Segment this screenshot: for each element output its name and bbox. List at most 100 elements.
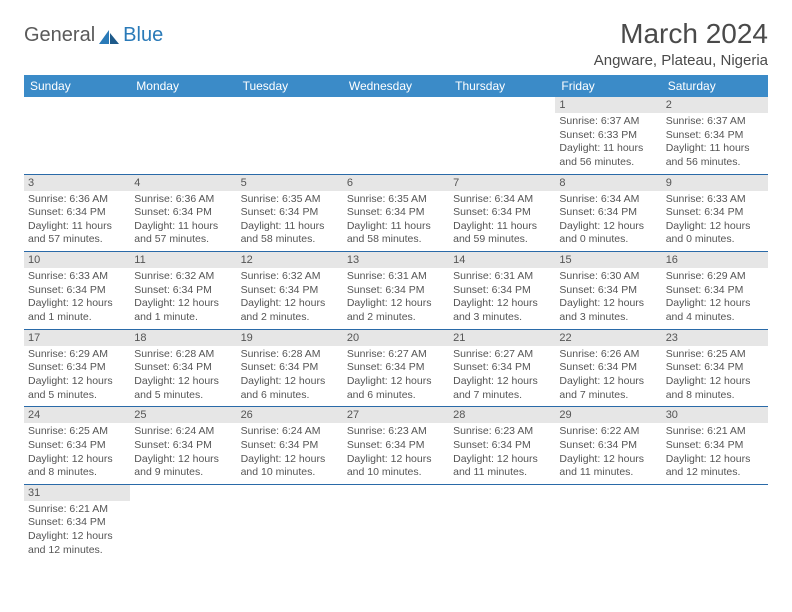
- calendar-day: 30Sunrise: 6:21 AMSunset: 6:34 PMDayligh…: [662, 407, 768, 485]
- day-details: Sunrise: 6:29 AMSunset: 6:34 PMDaylight:…: [662, 268, 768, 329]
- day-details: Sunrise: 6:21 AMSunset: 6:34 PMDaylight:…: [24, 501, 130, 562]
- calendar-day: 16Sunrise: 6:29 AMSunset: 6:34 PMDayligh…: [662, 252, 768, 330]
- calendar-empty: [237, 484, 343, 561]
- day-details: Sunrise: 6:25 AMSunset: 6:34 PMDaylight:…: [662, 346, 768, 407]
- day-number: 24: [24, 407, 130, 423]
- day-details: Sunrise: 6:31 AMSunset: 6:34 PMDaylight:…: [343, 268, 449, 329]
- calendar-day: 6Sunrise: 6:35 AMSunset: 6:34 PMDaylight…: [343, 174, 449, 252]
- calendar-day: 19Sunrise: 6:28 AMSunset: 6:34 PMDayligh…: [237, 329, 343, 407]
- calendar-day: 12Sunrise: 6:32 AMSunset: 6:34 PMDayligh…: [237, 252, 343, 330]
- calendar-day: 11Sunrise: 6:32 AMSunset: 6:34 PMDayligh…: [130, 252, 236, 330]
- day-details: Sunrise: 6:28 AMSunset: 6:34 PMDaylight:…: [130, 346, 236, 407]
- day-details: Sunrise: 6:37 AMSunset: 6:33 PMDaylight:…: [555, 113, 661, 174]
- calendar-day: 8Sunrise: 6:34 AMSunset: 6:34 PMDaylight…: [555, 174, 661, 252]
- day-number: 8: [555, 175, 661, 191]
- weekday-header: Tuesday: [237, 75, 343, 97]
- calendar-header-row: SundayMondayTuesdayWednesdayThursdayFrid…: [24, 75, 768, 97]
- day-number: 3: [24, 175, 130, 191]
- day-number: 26: [237, 407, 343, 423]
- calendar-day: 24Sunrise: 6:25 AMSunset: 6:34 PMDayligh…: [24, 407, 130, 485]
- day-number: 13: [343, 252, 449, 268]
- day-details: Sunrise: 6:33 AMSunset: 6:34 PMDaylight:…: [662, 191, 768, 252]
- calendar-day: 31Sunrise: 6:21 AMSunset: 6:34 PMDayligh…: [24, 484, 130, 561]
- day-details: Sunrise: 6:30 AMSunset: 6:34 PMDaylight:…: [555, 268, 661, 329]
- day-details: Sunrise: 6:32 AMSunset: 6:34 PMDaylight:…: [237, 268, 343, 329]
- calendar-day: 15Sunrise: 6:30 AMSunset: 6:34 PMDayligh…: [555, 252, 661, 330]
- logo-text-general: General: [24, 24, 95, 47]
- day-number: 4: [130, 175, 236, 191]
- calendar-empty: [343, 97, 449, 174]
- calendar-day: 22Sunrise: 6:26 AMSunset: 6:34 PMDayligh…: [555, 329, 661, 407]
- weekday-header: Thursday: [449, 75, 555, 97]
- calendar-day: 2Sunrise: 6:37 AMSunset: 6:34 PMDaylight…: [662, 97, 768, 174]
- calendar-day: 3Sunrise: 6:36 AMSunset: 6:34 PMDaylight…: [24, 174, 130, 252]
- weekday-header: Saturday: [662, 75, 768, 97]
- day-details: Sunrise: 6:33 AMSunset: 6:34 PMDaylight:…: [24, 268, 130, 329]
- day-number: 17: [24, 330, 130, 346]
- day-details: Sunrise: 6:23 AMSunset: 6:34 PMDaylight:…: [449, 423, 555, 484]
- day-number: 28: [449, 407, 555, 423]
- calendar-empty: [130, 97, 236, 174]
- day-number: 21: [449, 330, 555, 346]
- calendar-empty: [130, 484, 236, 561]
- day-number: 10: [24, 252, 130, 268]
- day-number: 12: [237, 252, 343, 268]
- day-details: Sunrise: 6:23 AMSunset: 6:34 PMDaylight:…: [343, 423, 449, 484]
- calendar-empty: [237, 97, 343, 174]
- day-number: 1: [555, 97, 661, 113]
- calendar-empty: [24, 97, 130, 174]
- weekday-header: Monday: [130, 75, 236, 97]
- day-details: Sunrise: 6:21 AMSunset: 6:34 PMDaylight:…: [662, 423, 768, 484]
- calendar-day: 1Sunrise: 6:37 AMSunset: 6:33 PMDaylight…: [555, 97, 661, 174]
- logo: General Blue: [24, 18, 163, 47]
- title-block: March 2024 Angware, Plateau, Nigeria: [594, 18, 768, 69]
- weekday-header: Wednesday: [343, 75, 449, 97]
- calendar-table: SundayMondayTuesdayWednesdayThursdayFrid…: [24, 75, 768, 561]
- day-number: 30: [662, 407, 768, 423]
- calendar-body: 1Sunrise: 6:37 AMSunset: 6:33 PMDaylight…: [24, 97, 768, 561]
- calendar-day: 7Sunrise: 6:34 AMSunset: 6:34 PMDaylight…: [449, 174, 555, 252]
- calendar-day: 27Sunrise: 6:23 AMSunset: 6:34 PMDayligh…: [343, 407, 449, 485]
- calendar-day: 14Sunrise: 6:31 AMSunset: 6:34 PMDayligh…: [449, 252, 555, 330]
- day-details: Sunrise: 6:24 AMSunset: 6:34 PMDaylight:…: [237, 423, 343, 484]
- day-number: 19: [237, 330, 343, 346]
- location: Angware, Plateau, Nigeria: [594, 52, 768, 69]
- day-number: 15: [555, 252, 661, 268]
- sail-icon: [99, 30, 121, 44]
- day-number: 6: [343, 175, 449, 191]
- day-details: Sunrise: 6:24 AMSunset: 6:34 PMDaylight:…: [130, 423, 236, 484]
- day-details: Sunrise: 6:31 AMSunset: 6:34 PMDaylight:…: [449, 268, 555, 329]
- calendar-day: 10Sunrise: 6:33 AMSunset: 6:34 PMDayligh…: [24, 252, 130, 330]
- day-details: Sunrise: 6:34 AMSunset: 6:34 PMDaylight:…: [555, 191, 661, 252]
- calendar-day: 23Sunrise: 6:25 AMSunset: 6:34 PMDayligh…: [662, 329, 768, 407]
- month-title: March 2024: [594, 18, 768, 50]
- calendar-empty: [449, 97, 555, 174]
- day-number: 7: [449, 175, 555, 191]
- day-number: 14: [449, 252, 555, 268]
- calendar-day: 13Sunrise: 6:31 AMSunset: 6:34 PMDayligh…: [343, 252, 449, 330]
- header: General Blue March 2024 Angware, Plateau…: [24, 18, 768, 69]
- day-number: 2: [662, 97, 768, 113]
- day-details: Sunrise: 6:29 AMSunset: 6:34 PMDaylight:…: [24, 346, 130, 407]
- day-number: 31: [24, 485, 130, 501]
- day-details: Sunrise: 6:28 AMSunset: 6:34 PMDaylight:…: [237, 346, 343, 407]
- calendar-day: 28Sunrise: 6:23 AMSunset: 6:34 PMDayligh…: [449, 407, 555, 485]
- weekday-header: Sunday: [24, 75, 130, 97]
- day-details: Sunrise: 6:36 AMSunset: 6:34 PMDaylight:…: [130, 191, 236, 252]
- day-details: Sunrise: 6:22 AMSunset: 6:34 PMDaylight:…: [555, 423, 661, 484]
- calendar-day: 9Sunrise: 6:33 AMSunset: 6:34 PMDaylight…: [662, 174, 768, 252]
- calendar-day: 4Sunrise: 6:36 AMSunset: 6:34 PMDaylight…: [130, 174, 236, 252]
- calendar-empty: [662, 484, 768, 561]
- calendar-empty: [343, 484, 449, 561]
- day-number: 18: [130, 330, 236, 346]
- day-number: 9: [662, 175, 768, 191]
- day-number: 27: [343, 407, 449, 423]
- day-details: Sunrise: 6:35 AMSunset: 6:34 PMDaylight:…: [343, 191, 449, 252]
- calendar-day: 25Sunrise: 6:24 AMSunset: 6:34 PMDayligh…: [130, 407, 236, 485]
- day-number: 11: [130, 252, 236, 268]
- calendar-empty: [555, 484, 661, 561]
- calendar-day: 21Sunrise: 6:27 AMSunset: 6:34 PMDayligh…: [449, 329, 555, 407]
- calendar-day: 26Sunrise: 6:24 AMSunset: 6:34 PMDayligh…: [237, 407, 343, 485]
- day-number: 22: [555, 330, 661, 346]
- day-details: Sunrise: 6:37 AMSunset: 6:34 PMDaylight:…: [662, 113, 768, 174]
